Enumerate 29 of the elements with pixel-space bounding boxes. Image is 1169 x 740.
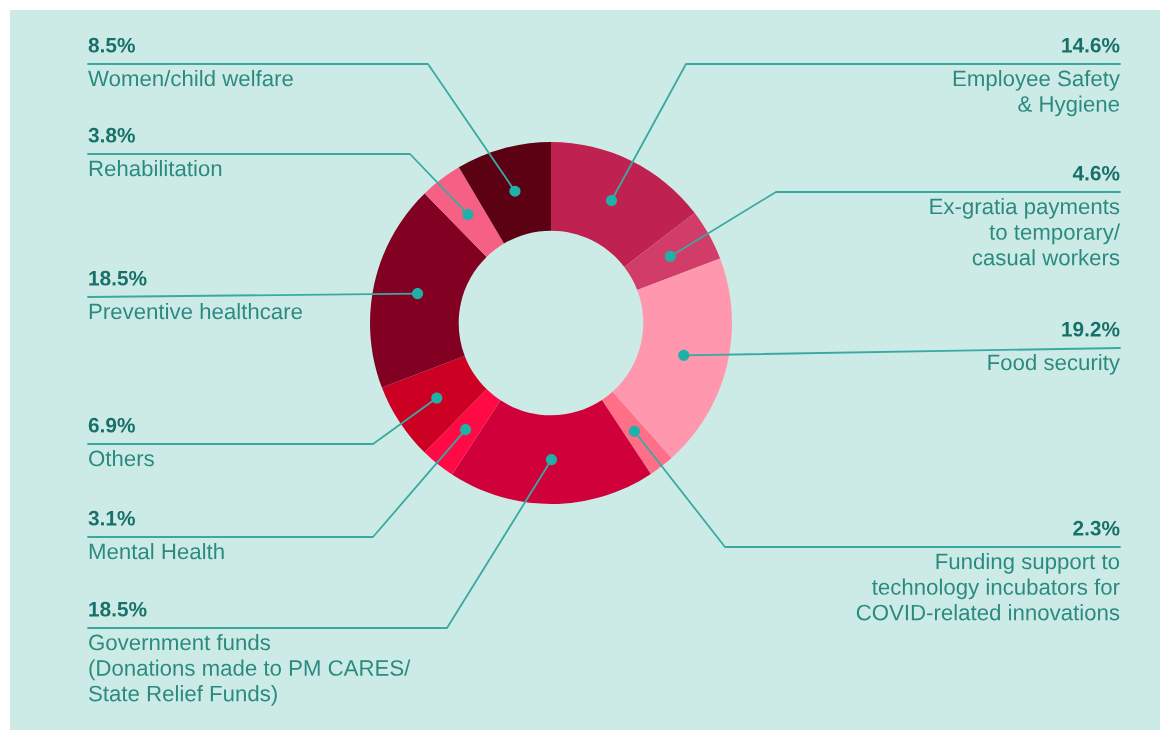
donut-slice (381, 355, 487, 453)
slice-label: Food security (988, 354, 1120, 375)
slice-label: Employee Safety & Hygiene (953, 70, 1120, 117)
donut-slice (424, 389, 501, 475)
donut-slice (458, 142, 551, 244)
slice-label: Rehabilitation (89, 160, 222, 177)
donut-slice (452, 399, 651, 504)
donut-slice (624, 212, 721, 291)
slice-label: Mental Health (89, 543, 224, 560)
donut-slice (551, 142, 695, 267)
slice-label: Others (89, 450, 154, 467)
data-label: 6.9% (88, 417, 135, 433)
data-label: 19.2% (1062, 321, 1120, 337)
data-label: 3.8% (88, 127, 135, 143)
data-label: 2.3% (1073, 520, 1120, 536)
data-label: 3.1% (88, 510, 135, 526)
donut-slice (612, 258, 732, 459)
data-label: 18.5% (89, 601, 147, 617)
slice-label: Funding support to technology incubators for COVID-related innovations (856, 553, 1120, 621)
donut-slice (424, 167, 505, 257)
data-label: 18.5% (89, 270, 147, 286)
data-label: 8.5% (88, 37, 135, 53)
data-label: 4.6% (1072, 165, 1120, 181)
slice-label: Government funds (Donations made to PM CARES/ State Relief Funds) (89, 634, 411, 706)
data-label: 14.6% (1062, 37, 1120, 53)
donut-slice (370, 193, 487, 388)
slice-label: Women/child welfare (88, 70, 293, 87)
slice-label: Preventive healthcare (89, 303, 302, 320)
slice-label: Ex-gratia payments to temporary/ casual workers (930, 198, 1121, 266)
